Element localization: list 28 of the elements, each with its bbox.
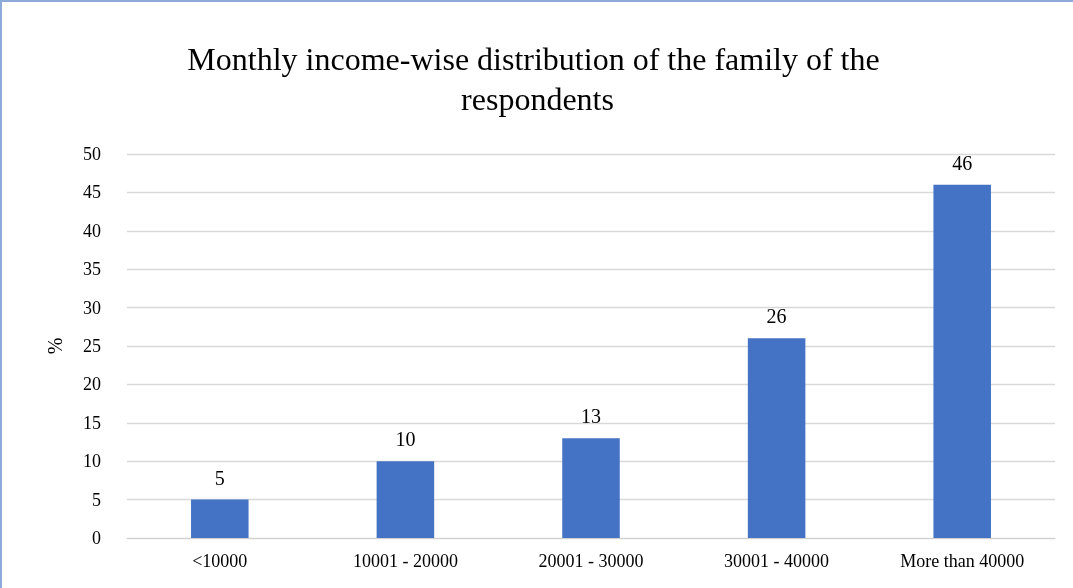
chart-title: Monthly income-wise distribution of the family of the respondents (187, 41, 888, 117)
y-tick-label: 10 (83, 451, 101, 472)
data-label: 13 (581, 405, 601, 428)
y-tick-label: 40 (83, 220, 101, 241)
bar (376, 461, 435, 538)
bar (191, 499, 249, 538)
y-tick-label: 15 (83, 412, 101, 433)
y-tick-label: 0 (92, 528, 101, 548)
y-tick-label: 45 (83, 182, 101, 203)
x-tick-label: 20001 - 30000 (538, 551, 644, 571)
data-label: 10 (395, 428, 416, 451)
y-tick-label: 5 (92, 489, 101, 510)
bar (933, 184, 991, 538)
x-tick-label: 10001 - 20000 (352, 551, 458, 571)
data-label: 46 (952, 151, 973, 174)
y-tick-label: 50 (83, 144, 101, 164)
y-axis-title: % (44, 337, 66, 355)
y-tick-label: 20 (83, 374, 101, 395)
x-tick-label: More than 40000 (900, 551, 1025, 571)
y-tick-label: 30 (83, 297, 101, 318)
x-tick-label: 30001 - 40000 (724, 551, 830, 571)
y-tick-label: 35 (83, 259, 101, 280)
data-label: 26 (766, 305, 787, 328)
x-tick-label: <10000 (192, 551, 248, 571)
y-tick-label: 25 (83, 336, 101, 356)
data-label: 5 (214, 466, 225, 489)
bar (562, 438, 620, 538)
bar (747, 338, 806, 538)
